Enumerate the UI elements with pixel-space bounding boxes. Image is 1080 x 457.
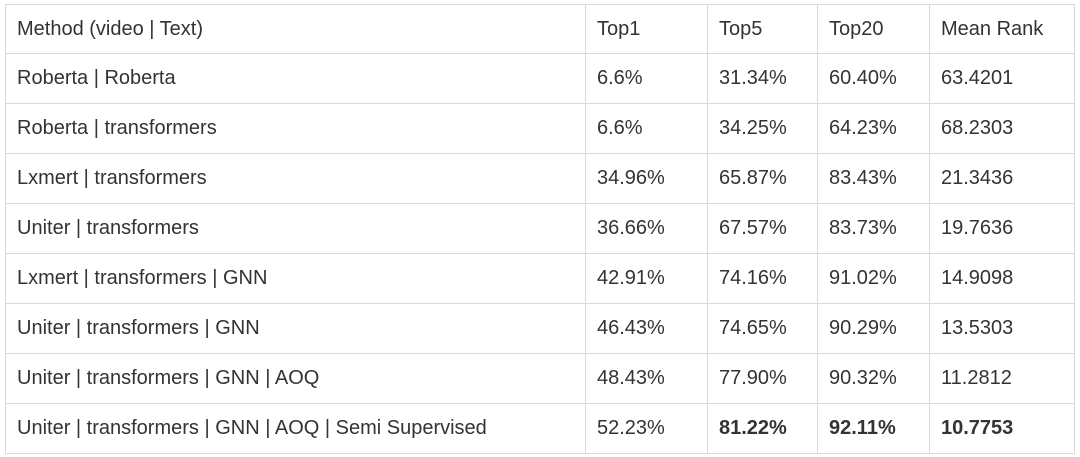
cell-method: Lxmert | transformers [5, 153, 586, 204]
cell-mean-rank: 11.2812 [929, 353, 1075, 404]
cell-method: Lxmert | transformers | GNN [5, 253, 586, 304]
cell-top20: 60.40% [817, 53, 930, 104]
cell-method: Uniter | transformers | GNN [5, 303, 586, 354]
header-top5: Top5 [707, 4, 818, 54]
table-row: Uniter | transformers | GNN | AOQ 48.43%… [5, 353, 1075, 404]
table-row: Lxmert | transformers | GNN 42.91% 74.16… [5, 253, 1075, 304]
cell-method: Uniter | transformers | GNN | AOQ | Semi… [5, 403, 586, 454]
cell-top1: 52.23% [585, 403, 708, 454]
table-row: Uniter | transformers 36.66% 67.57% 83.7… [5, 203, 1075, 254]
table-row: Roberta | Roberta 6.6% 31.34% 60.40% 63.… [5, 53, 1075, 104]
cell-top5: 77.90% [707, 353, 818, 404]
table-row: Lxmert | transformers 34.96% 65.87% 83.4… [5, 153, 1075, 204]
cell-mean-rank: 10.7753 [929, 403, 1075, 454]
cell-method: Roberta | Roberta [5, 53, 586, 104]
header-mean-rank: Mean Rank [929, 4, 1075, 54]
header-top1: Top1 [585, 4, 708, 54]
cell-top1: 36.66% [585, 203, 708, 254]
cell-top5: 67.57% [707, 203, 818, 254]
cell-mean-rank: 63.4201 [929, 53, 1075, 104]
cell-top5: 74.65% [707, 303, 818, 354]
results-table-container: Method (video | Text) Top1 Top5 Top20 Me… [5, 4, 1075, 454]
cell-top1: 6.6% [585, 53, 708, 104]
cell-mean-rank: 19.7636 [929, 203, 1075, 254]
cell-top20: 83.73% [817, 203, 930, 254]
cell-method: Uniter | transformers | GNN | AOQ [5, 353, 586, 404]
cell-top1: 6.6% [585, 103, 708, 154]
cell-top20: 92.11% [817, 403, 930, 454]
cell-top5: 31.34% [707, 53, 818, 104]
results-table: Method (video | Text) Top1 Top5 Top20 Me… [5, 4, 1075, 454]
header-method: Method (video | Text) [5, 4, 586, 54]
cell-top5: 34.25% [707, 103, 818, 154]
cell-top1: 46.43% [585, 303, 708, 354]
cell-top1: 48.43% [585, 353, 708, 404]
cell-top20: 90.32% [817, 353, 930, 404]
table-row: Uniter | transformers | GNN | AOQ | Semi… [5, 403, 1075, 454]
cell-top1: 42.91% [585, 253, 708, 304]
cell-mean-rank: 21.3436 [929, 153, 1075, 204]
cell-method: Uniter | transformers [5, 203, 586, 254]
table-header-row: Method (video | Text) Top1 Top5 Top20 Me… [5, 4, 1075, 54]
cell-mean-rank: 14.9098 [929, 253, 1075, 304]
cell-method: Roberta | transformers [5, 103, 586, 154]
cell-top20: 64.23% [817, 103, 930, 154]
cell-top5: 81.22% [707, 403, 818, 454]
cell-top5: 74.16% [707, 253, 818, 304]
cell-top5: 65.87% [707, 153, 818, 204]
table-row: Uniter | transformers | GNN 46.43% 74.65… [5, 303, 1075, 354]
cell-mean-rank: 68.2303 [929, 103, 1075, 154]
cell-top1: 34.96% [585, 153, 708, 204]
table-row: Roberta | transformers 6.6% 34.25% 64.23… [5, 103, 1075, 154]
cell-mean-rank: 13.5303 [929, 303, 1075, 354]
cell-top20: 90.29% [817, 303, 930, 354]
header-top20: Top20 [817, 4, 930, 54]
cell-top20: 91.02% [817, 253, 930, 304]
cell-top20: 83.43% [817, 153, 930, 204]
